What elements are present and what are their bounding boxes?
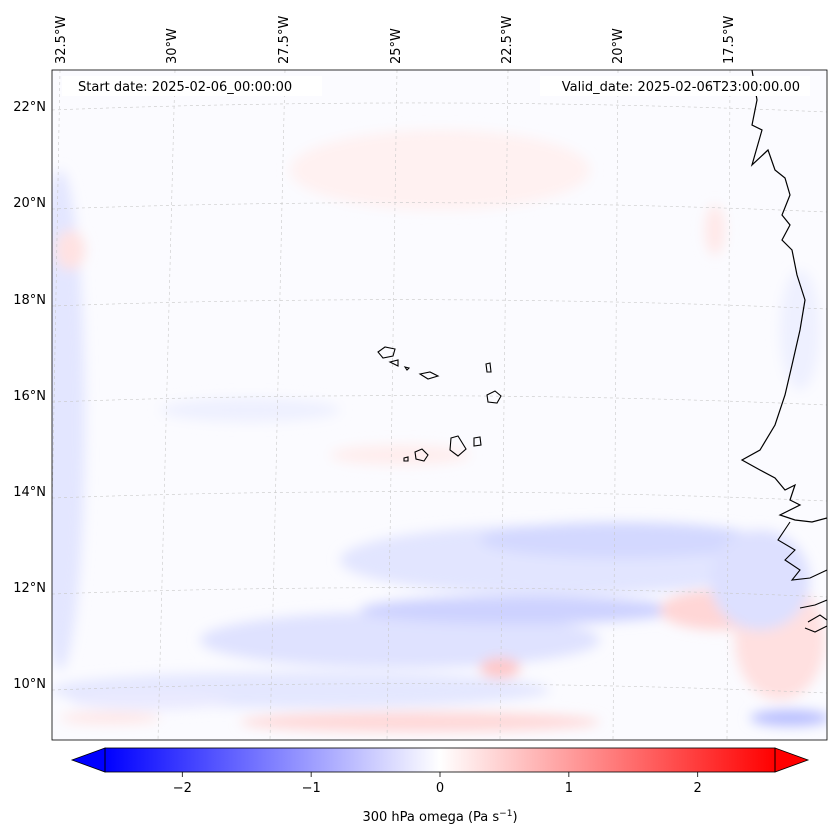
colorbar-tick-label: 1 bbox=[565, 781, 573, 796]
map-panel bbox=[52, 70, 827, 740]
valid-date-label: Valid_date: 2025-02-06T23:00:00.00 bbox=[562, 80, 800, 95]
omega-field bbox=[52, 130, 827, 732]
graticule bbox=[52, 70, 827, 740]
lon-label: 32.5°W bbox=[54, 16, 69, 64]
lon-labels: 32.5°W 30°W 27.5°W 25°W 22.5°W 20°W 17.5… bbox=[54, 16, 737, 64]
colorbar-tick-label: 0 bbox=[436, 781, 444, 796]
colorbar-extend-low bbox=[70, 747, 106, 773]
colorbar-tick-label: 2 bbox=[694, 781, 702, 796]
lon-label: 30°W bbox=[165, 28, 180, 64]
colorbar: −2 −1 0 1 2 300 hPa omega (Pa s−1) bbox=[70, 747, 810, 825]
lon-label: 27.5°W bbox=[277, 16, 292, 64]
lat-label: 22°N bbox=[13, 100, 46, 115]
lat-label: 14°N bbox=[13, 485, 46, 500]
lat-label: 10°N bbox=[13, 677, 46, 692]
cape-verde-islands bbox=[377, 346, 502, 462]
start-date-box bbox=[62, 76, 322, 96]
lat-label: 20°N bbox=[13, 196, 46, 211]
lat-label: 12°N bbox=[13, 581, 46, 596]
lat-label: 18°N bbox=[13, 293, 46, 308]
lat-labels: 22°N 20°N 18°N 16°N 14°N 12°N 10°N bbox=[13, 100, 46, 692]
colorbar-tick-label: −2 bbox=[173, 781, 192, 796]
coastline bbox=[740, 70, 827, 523]
coastline-south bbox=[777, 521, 827, 633]
lat-label: 16°N bbox=[13, 389, 46, 404]
lon-label: 25°W bbox=[389, 28, 404, 64]
lon-label: 17.5°W bbox=[722, 16, 737, 64]
colorbar-tick-label: −1 bbox=[302, 781, 321, 796]
colorbar-label: 300 hPa omega (Pa s−1) bbox=[362, 809, 517, 825]
map-frame bbox=[51, 69, 828, 741]
valid-date-box bbox=[540, 76, 810, 96]
lon-label: 22.5°W bbox=[500, 16, 515, 64]
colorbar-gradient bbox=[105, 748, 775, 772]
colorbar-extend-high bbox=[774, 747, 810, 773]
start-date-label: Start date: 2025-02-06_00:00:00 bbox=[78, 80, 292, 95]
lon-label: 20°W bbox=[611, 28, 626, 64]
colorbar-ticks: −2 −1 0 1 2 bbox=[173, 772, 702, 796]
